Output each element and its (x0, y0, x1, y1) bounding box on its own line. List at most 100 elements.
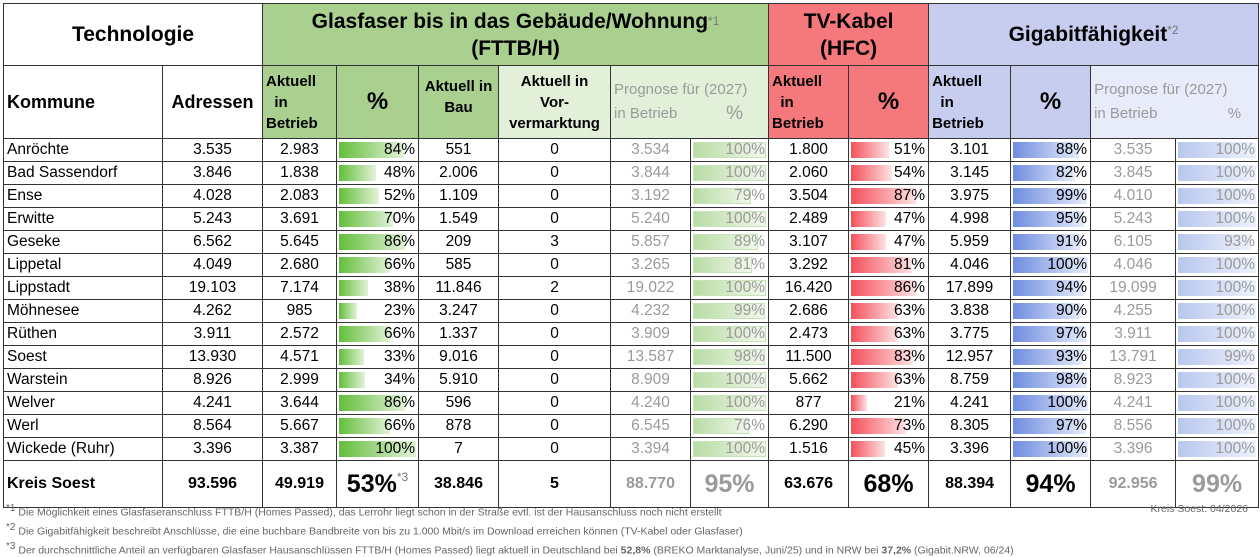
percent-value: 100% (725, 210, 766, 227)
percent-bar (1178, 395, 1257, 411)
cell-giga-betrieb: 12.957 (928, 345, 1012, 369)
percent-value: 94% (1056, 279, 1088, 296)
cell-glas-prognose-pct: 100% (689, 161, 770, 185)
cell-glas-prognose: 3.394 (610, 437, 691, 461)
cell-name: Anröchte (3, 138, 163, 162)
cell-glas-vor: 2 (498, 276, 611, 300)
table-row: Warstein 8.926 2.999 34% 5.910 0 8.909 100% 5.66… (3, 368, 1260, 392)
cell-glas-betrieb: 5.645 (262, 230, 337, 254)
cell-giga-prognose-pct: 100% (1175, 414, 1260, 438)
cell-glas-pct: 34% (336, 368, 419, 392)
percent-value: 95% (1056, 210, 1088, 227)
percent-bar (1178, 257, 1257, 273)
percent-bar (339, 165, 376, 181)
percent-value: 100% (725, 141, 766, 158)
header-giga-prognose: Prognose für (2027) in Betrieb% (1090, 65, 1260, 139)
percent-bar (693, 280, 767, 296)
percent-value: 23% (383, 302, 415, 319)
cell-name: Erwitte (3, 207, 163, 231)
percent-bar (1013, 418, 1086, 434)
cell-glas-pct: 48% (336, 161, 419, 185)
percent-bar (851, 395, 867, 411)
percent-value: 93% (1056, 348, 1088, 365)
cell-giga-prognose: 19.099 (1090, 276, 1177, 300)
total-glas-bau: 38.846 (418, 460, 499, 508)
cell-glas-prognose: 4.232 (610, 299, 691, 323)
percent-bar (1178, 234, 1251, 250)
table-row: Geseke 6.562 5.645 86% 209 3 5.857 89% 3.107 47% 5… (3, 230, 1260, 254)
cell-giga-prognose-pct: 100% (1175, 253, 1260, 277)
cell-glas-vor: 0 (498, 138, 611, 162)
cell-giga-betrieb: 8.759 (928, 368, 1012, 392)
percent-value: 100% (1215, 164, 1256, 181)
cell-tv-pct: 81% (848, 253, 930, 277)
percent-value: 82% (1056, 164, 1088, 181)
percent-bar (1013, 257, 1089, 273)
footnote-1: *1 Die Möglichkeit eines Glasfaseranschl… (6, 503, 722, 519)
cell-glas-bau: 1.109 (418, 184, 499, 208)
percent-value: 79% (734, 187, 766, 204)
percent-bar (1013, 188, 1088, 204)
cell-glas-bau: 3.247 (418, 299, 499, 323)
cell-glas-vor: 0 (498, 184, 611, 208)
cell-glas-betrieb: 5.667 (262, 414, 337, 438)
percent-bar (693, 257, 753, 273)
header-glasfaser: Glasfaser bis in das Gebäude/Wohnung*1 (F… (261, 3, 770, 66)
cell-glas-bau: 5.910 (418, 368, 499, 392)
percent-value: 100% (1215, 440, 1256, 457)
cell-giga-betrieb: 3.145 (928, 161, 1012, 185)
cell-giga-betrieb: 17.899 (928, 276, 1012, 300)
percent-value: 100% (725, 371, 766, 388)
table-row: Rüthen 3.911 2.572 66% 1.337 0 3.909 100% 2.473 6… (3, 322, 1260, 346)
percent-bar (693, 395, 767, 411)
percent-bar (1178, 165, 1257, 181)
percent-value: 86% (383, 233, 415, 250)
percent-bar (693, 188, 751, 204)
cell-glas-vor: 0 (498, 414, 611, 438)
cell-adressen: 19.103 (162, 276, 263, 300)
cell-tv-betrieb: 11.500 (768, 345, 850, 369)
total-giga-pct: 94% (1010, 460, 1092, 508)
cell-glas-pct: 66% (336, 414, 419, 438)
cell-name: Geseke (3, 230, 163, 254)
percent-bar (1178, 418, 1257, 434)
cell-glas-pct: 86% (336, 230, 419, 254)
cell-glas-pct: 66% (336, 322, 419, 346)
total-glas-vor: 5 (498, 460, 611, 508)
cell-giga-betrieb: 3.838 (928, 299, 1012, 323)
cell-giga-pct: 88% (1010, 138, 1092, 162)
cell-giga-betrieb: 3.975 (928, 184, 1012, 208)
total-giga-prognose: 92.956 (1090, 460, 1177, 508)
header-row-1: Technologie Glasfaser bis in das Gebäude… (3, 3, 1260, 66)
percent-value: 100% (1215, 141, 1256, 158)
header-glas-bau: Aktuell in Bau (418, 65, 499, 139)
cell-glas-bau: 7 (418, 437, 499, 461)
percent-bar (851, 349, 914, 365)
total-giga-prognose-pct: 99% (1175, 460, 1260, 508)
percent-bar (693, 303, 766, 319)
percent-bar (851, 372, 899, 388)
header-giga-betrieb: Aktuell in Betrieb (928, 65, 1012, 139)
percent-value: 99% (1056, 187, 1088, 204)
cell-giga-prognose: 4.255 (1090, 299, 1177, 323)
percent-value: 100% (1215, 371, 1256, 388)
cell-glas-prognose-pct: 99% (689, 299, 770, 323)
percent-value: 73% (894, 417, 926, 434)
percent-bar (1013, 234, 1082, 250)
percent-bar (693, 234, 758, 250)
cell-giga-prognose: 4.010 (1090, 184, 1177, 208)
cell-name: Bad Sassendorf (3, 161, 163, 185)
percent-bar (693, 349, 765, 365)
cell-giga-prognose: 13.791 (1090, 345, 1177, 369)
percent-bar (1178, 326, 1257, 342)
percent-bar (339, 441, 416, 457)
header-glas-vor: Aktuell in Vor-vermarktung (498, 65, 611, 139)
cell-adressen: 3.396 (162, 437, 263, 461)
total-name: Kreis Soest (3, 460, 163, 508)
cell-glas-bau: 2.006 (418, 161, 499, 185)
header-row-2: Kommune Adressen Aktuell in Betrieb % Akt… (3, 65, 1260, 139)
cell-glas-betrieb: 3.644 (262, 391, 337, 415)
cell-giga-betrieb: 4.998 (928, 207, 1012, 231)
header-adressen: Adressen (162, 65, 263, 139)
percent-bar (339, 326, 390, 342)
